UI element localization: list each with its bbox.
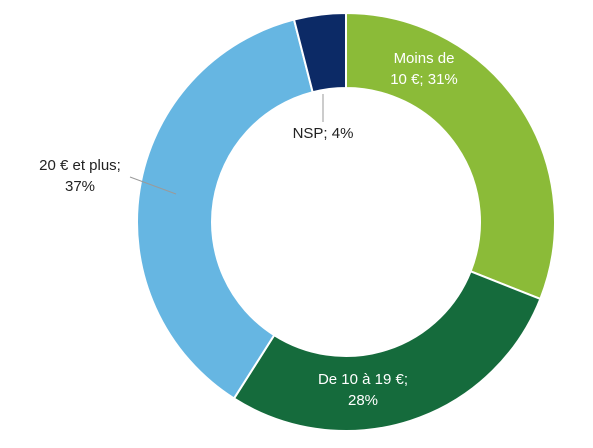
slice-label-moins-de-10: Moins de 10 €; 31% (390, 50, 458, 88)
slice-label-line: 28% (348, 392, 378, 409)
slice-label-line: 20 € et plus; (39, 157, 121, 174)
slice-label-20-et-plus: 20 € et plus; 37% (39, 157, 121, 195)
slice-label-line: 10 €; 31% (390, 71, 458, 88)
slice-de-10-19 (232, 270, 542, 432)
slice-label-line: 37% (65, 178, 95, 195)
slice-nsp (292, 11, 347, 94)
slice-label-de-10-19: De 10 à 19 €; 28% (318, 371, 408, 409)
slice-label-line: Moins de (394, 50, 455, 67)
slice-20-et-plus (136, 18, 314, 400)
slice-label-nsp: NSP; 4% (293, 125, 354, 142)
slice-moins-de-10 (345, 11, 556, 301)
leader-line-20-et-plus (129, 176, 177, 195)
slices-layer (136, 11, 556, 432)
leader-lines-layer (129, 94, 324, 195)
slice-label-line: De 10 à 19 €; (318, 371, 408, 388)
labels-layer: Moins de 10 €; 31% De 10 à 19 €; 28% 20 € et… (39, 50, 458, 409)
slice-label-line: NSP; 4% (293, 125, 354, 142)
